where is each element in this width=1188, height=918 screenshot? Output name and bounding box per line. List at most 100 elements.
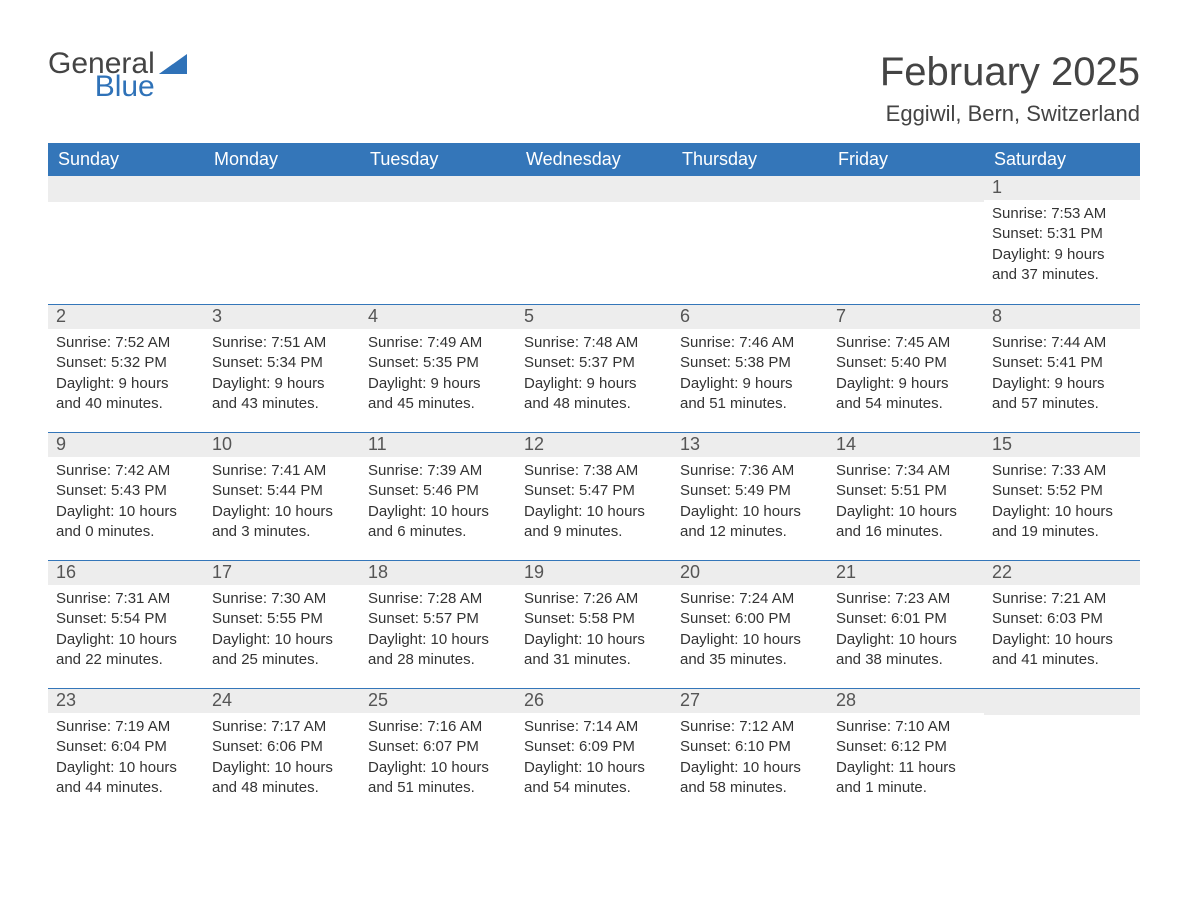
day-body: Sunrise: 7:23 AMSunset: 6:01 PMDaylight:… <box>828 585 984 678</box>
sunset-line: Sunset: 5:49 PM <box>680 481 820 501</box>
day-number: 15 <box>984 433 1140 457</box>
week-row: 1Sunrise: 7:53 AMSunset: 5:31 PMDaylight… <box>48 176 1140 304</box>
day-cell: 20Sunrise: 7:24 AMSunset: 6:00 PMDayligh… <box>672 561 828 688</box>
day-number: 2 <box>48 305 204 329</box>
sunrise-line: Sunrise: 7:17 AM <box>212 717 352 737</box>
sunrise-line: Sunrise: 7:36 AM <box>680 461 820 481</box>
day-cell <box>672 176 828 304</box>
daylight-line: and 1 minute. <box>836 778 976 798</box>
logo-text: General Blue <box>48 50 155 101</box>
daylight-line: and 3 minutes. <box>212 522 352 542</box>
daylight-line: and 45 minutes. <box>368 394 508 414</box>
day-cell: 6Sunrise: 7:46 AMSunset: 5:38 PMDaylight… <box>672 305 828 432</box>
daylight-line: and 22 minutes. <box>56 650 196 670</box>
sunrise-line: Sunrise: 7:38 AM <box>524 461 664 481</box>
day-cell: 5Sunrise: 7:48 AMSunset: 5:37 PMDaylight… <box>516 305 672 432</box>
sunrise-line: Sunrise: 7:49 AM <box>368 333 508 353</box>
sunset-line: Sunset: 5:41 PM <box>992 353 1132 373</box>
weekday-header: Friday <box>828 143 984 176</box>
daylight-line: Daylight: 9 hours <box>212 374 352 394</box>
daylight-line: and 44 minutes. <box>56 778 196 798</box>
sunset-line: Sunset: 5:47 PM <box>524 481 664 501</box>
daylight-line: Daylight: 10 hours <box>524 502 664 522</box>
sunset-line: Sunset: 6:00 PM <box>680 609 820 629</box>
sunrise-line: Sunrise: 7:26 AM <box>524 589 664 609</box>
day-number: 12 <box>516 433 672 457</box>
daylight-line: and 16 minutes. <box>836 522 976 542</box>
day-body: Sunrise: 7:16 AMSunset: 6:07 PMDaylight:… <box>360 713 516 806</box>
day-number: 1 <box>984 176 1140 200</box>
weekday-header-row: Sunday Monday Tuesday Wednesday Thursday… <box>48 143 1140 176</box>
logo: General Blue <box>48 50 187 101</box>
sunset-line: Sunset: 5:34 PM <box>212 353 352 373</box>
day-body: Sunrise: 7:10 AMSunset: 6:12 PMDaylight:… <box>828 713 984 806</box>
daylight-line: Daylight: 10 hours <box>992 630 1132 650</box>
sunset-line: Sunset: 5:32 PM <box>56 353 196 373</box>
day-body: Sunrise: 7:46 AMSunset: 5:38 PMDaylight:… <box>672 329 828 422</box>
sunrise-line: Sunrise: 7:53 AM <box>992 204 1132 224</box>
daylight-line: Daylight: 10 hours <box>524 758 664 778</box>
day-number: 11 <box>360 433 516 457</box>
day-cell: 16Sunrise: 7:31 AMSunset: 5:54 PMDayligh… <box>48 561 204 688</box>
daylight-line: Daylight: 9 hours <box>836 374 976 394</box>
day-body: Sunrise: 7:21 AMSunset: 6:03 PMDaylight:… <box>984 585 1140 678</box>
sunrise-line: Sunrise: 7:33 AM <box>992 461 1132 481</box>
day-number: 13 <box>672 433 828 457</box>
daylight-line: and 37 minutes. <box>992 265 1132 285</box>
day-cell: 21Sunrise: 7:23 AMSunset: 6:01 PMDayligh… <box>828 561 984 688</box>
day-cell: 18Sunrise: 7:28 AMSunset: 5:57 PMDayligh… <box>360 561 516 688</box>
daylight-line: Daylight: 10 hours <box>56 758 196 778</box>
daylight-line: Daylight: 10 hours <box>992 502 1132 522</box>
day-cell <box>828 176 984 304</box>
sunrise-line: Sunrise: 7:41 AM <box>212 461 352 481</box>
daylight-line: Daylight: 9 hours <box>56 374 196 394</box>
day-body: Sunrise: 7:19 AMSunset: 6:04 PMDaylight:… <box>48 713 204 806</box>
day-number: 16 <box>48 561 204 585</box>
day-cell: 11Sunrise: 7:39 AMSunset: 5:46 PMDayligh… <box>360 433 516 560</box>
daylight-line: Daylight: 10 hours <box>56 630 196 650</box>
day-cell: 19Sunrise: 7:26 AMSunset: 5:58 PMDayligh… <box>516 561 672 688</box>
daylight-line: Daylight: 11 hours <box>836 758 976 778</box>
week-row: 9Sunrise: 7:42 AMSunset: 5:43 PMDaylight… <box>48 432 1140 560</box>
logo-triangle-icon <box>159 54 187 83</box>
empty-day-header <box>48 176 204 202</box>
day-body: Sunrise: 7:31 AMSunset: 5:54 PMDaylight:… <box>48 585 204 678</box>
day-number: 21 <box>828 561 984 585</box>
daylight-line: and 51 minutes. <box>680 394 820 414</box>
week-row: 23Sunrise: 7:19 AMSunset: 6:04 PMDayligh… <box>48 688 1140 816</box>
daylight-line: Daylight: 9 hours <box>992 245 1132 265</box>
sunset-line: Sunset: 6:01 PM <box>836 609 976 629</box>
day-cell: 10Sunrise: 7:41 AMSunset: 5:44 PMDayligh… <box>204 433 360 560</box>
day-body: Sunrise: 7:53 AMSunset: 5:31 PMDaylight:… <box>984 200 1140 293</box>
sunrise-line: Sunrise: 7:51 AM <box>212 333 352 353</box>
empty-day-header <box>828 176 984 202</box>
day-body: Sunrise: 7:36 AMSunset: 5:49 PMDaylight:… <box>672 457 828 550</box>
sunset-line: Sunset: 5:35 PM <box>368 353 508 373</box>
day-cell: 28Sunrise: 7:10 AMSunset: 6:12 PMDayligh… <box>828 689 984 816</box>
empty-day-header <box>672 176 828 202</box>
week-row: 16Sunrise: 7:31 AMSunset: 5:54 PMDayligh… <box>48 560 1140 688</box>
day-body: Sunrise: 7:44 AMSunset: 5:41 PMDaylight:… <box>984 329 1140 422</box>
day-cell: 27Sunrise: 7:12 AMSunset: 6:10 PMDayligh… <box>672 689 828 816</box>
day-number: 18 <box>360 561 516 585</box>
sunrise-line: Sunrise: 7:16 AM <box>368 717 508 737</box>
day-cell: 4Sunrise: 7:49 AMSunset: 5:35 PMDaylight… <box>360 305 516 432</box>
daylight-line: and 43 minutes. <box>212 394 352 414</box>
weeks-container: 1Sunrise: 7:53 AMSunset: 5:31 PMDaylight… <box>48 176 1140 816</box>
sunrise-line: Sunrise: 7:48 AM <box>524 333 664 353</box>
day-body: Sunrise: 7:51 AMSunset: 5:34 PMDaylight:… <box>204 329 360 422</box>
day-cell: 8Sunrise: 7:44 AMSunset: 5:41 PMDaylight… <box>984 305 1140 432</box>
day-cell <box>984 689 1140 816</box>
sunset-line: Sunset: 5:57 PM <box>368 609 508 629</box>
day-body: Sunrise: 7:34 AMSunset: 5:51 PMDaylight:… <box>828 457 984 550</box>
empty-day-header <box>360 176 516 202</box>
daylight-line: and 0 minutes. <box>56 522 196 542</box>
day-cell: 23Sunrise: 7:19 AMSunset: 6:04 PMDayligh… <box>48 689 204 816</box>
daylight-line: and 35 minutes. <box>680 650 820 670</box>
sunset-line: Sunset: 6:10 PM <box>680 737 820 757</box>
sunset-line: Sunset: 5:51 PM <box>836 481 976 501</box>
daylight-line: and 51 minutes. <box>368 778 508 798</box>
daylight-line: Daylight: 10 hours <box>212 630 352 650</box>
sunrise-line: Sunrise: 7:28 AM <box>368 589 508 609</box>
daylight-line: and 57 minutes. <box>992 394 1132 414</box>
